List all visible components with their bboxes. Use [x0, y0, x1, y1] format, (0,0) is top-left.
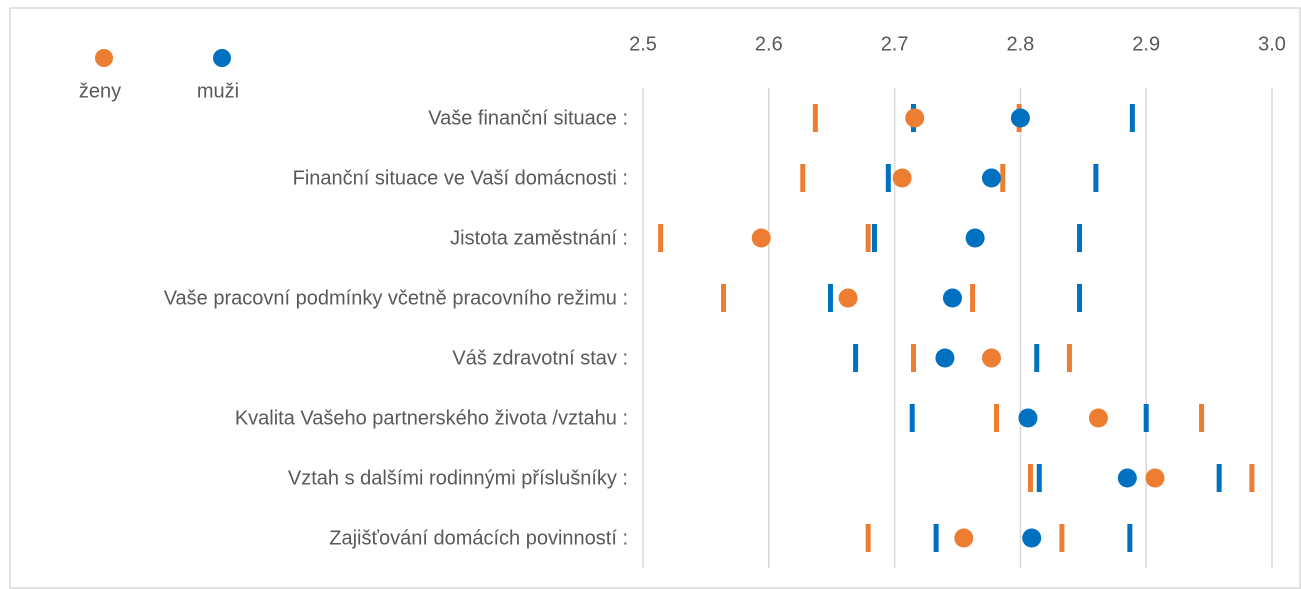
interval-end: [1199, 404, 1205, 432]
legend-marker: [95, 49, 113, 67]
interval-end: [1036, 464, 1042, 492]
interval-end: [1077, 224, 1083, 252]
mean-dot: [1010, 108, 1030, 128]
interval-end: [658, 224, 664, 252]
interval-end: [1093, 164, 1099, 192]
category-label: Vaše pracovní podmínky včetně pracovního…: [164, 287, 628, 309]
mean-dot: [981, 348, 1001, 368]
interval-end: [1059, 524, 1065, 552]
interval-end: [1249, 464, 1255, 492]
x-tick-label: 2.7: [881, 33, 909, 55]
interval-end: [865, 524, 871, 552]
interval-end: [993, 404, 999, 432]
chart-frame: [9, 7, 1301, 589]
interval-end: [1216, 464, 1222, 492]
x-tick-label: 2.5: [629, 33, 657, 55]
mean-dot: [751, 228, 771, 248]
x-tick-label: 2.9: [1132, 33, 1160, 55]
interval-end: [1127, 524, 1133, 552]
mean-dot: [981, 168, 1001, 188]
interval-end: [910, 344, 916, 372]
mean-dot: [935, 348, 955, 368]
category-label: Kvalita Vašeho partnerského života /vzta…: [235, 407, 628, 429]
interval-end: [1034, 344, 1040, 372]
interval-end: [1129, 104, 1135, 132]
interval-end: [827, 284, 833, 312]
category-label: Zajišťování domácích povinností :: [329, 527, 628, 549]
legend-marker: [213, 49, 231, 67]
interval-end: [1000, 164, 1006, 192]
interval-end: [1077, 284, 1083, 312]
mean-dot: [892, 168, 912, 188]
mean-dot: [838, 288, 858, 308]
mean-dot: [905, 108, 925, 128]
x-tick-label: 2.6: [755, 33, 783, 55]
interval-end: [1066, 344, 1072, 372]
mean-dot: [1145, 468, 1165, 488]
category-label: Jistota zaměstnání :: [450, 227, 628, 249]
interval-end: [865, 224, 871, 252]
mean-dot: [1117, 468, 1137, 488]
category-label: Vztah s dalšími rodinnými příslušníky :: [288, 467, 628, 489]
interval-end: [812, 104, 818, 132]
interval-end: [800, 164, 806, 192]
mean-dot: [1022, 528, 1042, 548]
category-label: Finanční situace ve Vaší domácnosti :: [293, 167, 628, 189]
interval-end: [871, 224, 877, 252]
legend-label: muži: [197, 80, 239, 102]
interval-end: [721, 284, 727, 312]
category-label: Váš zdravotní stav :: [452, 347, 628, 369]
interval-end: [1027, 464, 1033, 492]
x-tick-label: 2.8: [1006, 33, 1034, 55]
mean-dot: [954, 528, 974, 548]
mean-dot: [965, 228, 985, 248]
mean-dot: [1018, 408, 1038, 428]
interval-end: [853, 344, 859, 372]
mean-dot: [1088, 408, 1108, 428]
category-label: Vaše finanční situace :: [428, 107, 628, 129]
interval-end: [885, 164, 891, 192]
x-tick-label: 3.0: [1258, 33, 1286, 55]
interval-end: [933, 524, 939, 552]
interval-end: [1143, 404, 1149, 432]
interval-end: [909, 404, 915, 432]
interval-end: [970, 284, 976, 312]
mean-dot: [942, 288, 962, 308]
legend-label: ženy: [79, 80, 121, 102]
